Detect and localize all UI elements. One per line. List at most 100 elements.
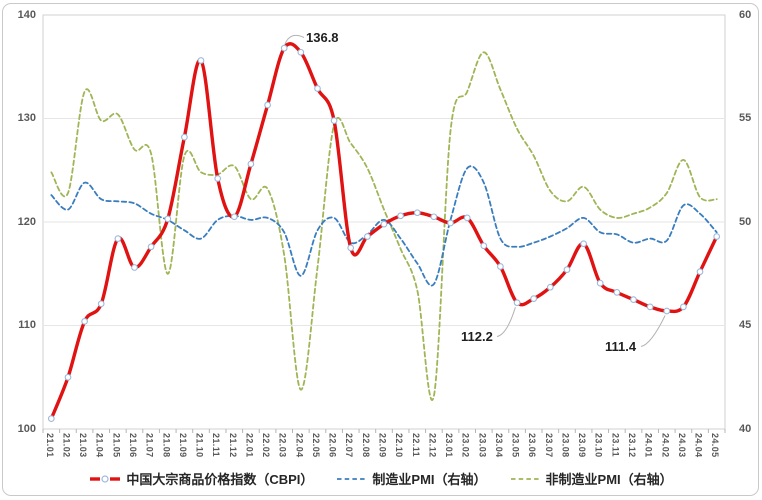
data-point-marker: [463, 214, 471, 222]
data-point-marker: [131, 264, 138, 271]
legend-label-mfg-pmi: 制造业PMI（右轴）: [372, 472, 487, 487]
data-point-marker: [47, 415, 55, 422]
x-axis-tick-label: 23.09: [577, 433, 588, 458]
x-axis-tick-label: 22.12: [427, 433, 438, 458]
x-axis-tick-label: 23.10: [593, 433, 604, 458]
data-point-marker: [430, 213, 438, 221]
data-point-marker: [347, 244, 355, 252]
x-axis-tick-label: 21.09: [177, 433, 188, 458]
data-point-marker: [447, 219, 454, 227]
x-axis-tick-label: 21.07: [144, 433, 155, 458]
data-point-marker: [64, 373, 72, 381]
x-axis-tick-label: 21.12: [227, 433, 238, 458]
x-axis-tick-label: 23.12: [627, 433, 637, 458]
x-axis-tick-label: 21.04: [94, 433, 105, 458]
x-axis-tick-label: 22.03: [277, 433, 288, 458]
data-point-marker: [480, 242, 488, 250]
annotation-leader: [284, 34, 305, 45]
data-point-marker: [713, 233, 721, 240]
data-point-marker: [81, 318, 88, 325]
x-axis-tick-label: 22.05: [310, 433, 321, 458]
data-point-marker: [380, 220, 388, 228]
x-axis-tick-label: 21.06: [127, 433, 138, 458]
x-axis-tick-label: 24.01: [643, 433, 654, 458]
data-point-marker: [147, 243, 155, 251]
legend-item-cbpi: 中国大宗商品价格指数（CBPI）: [89, 469, 313, 488]
x-axis-tick-label: 24.04: [693, 433, 704, 458]
y-axis-tick-label-right: 45: [739, 319, 752, 331]
data-point-marker: [164, 215, 172, 223]
data-point-marker: [646, 303, 654, 311]
x-axis-tick-label: 24.02: [660, 433, 671, 458]
data-point-marker: [280, 44, 288, 52]
data-point-marker: [546, 283, 554, 291]
data-point-marker: [513, 299, 521, 307]
data-point-marker: [264, 101, 271, 109]
data-point-marker: [630, 296, 637, 303]
data-point-marker: [413, 209, 421, 217]
y-axis-tick-label-right: 60: [739, 8, 752, 21]
data-point-marker: [181, 133, 188, 141]
y-axis-tick-label-left: 130: [17, 112, 36, 124]
annotation-cbpi-low-2305: 112.2: [461, 329, 493, 344]
data-point-marker: [613, 289, 621, 296]
data-point-marker: [397, 212, 404, 220]
data-point-marker: [364, 233, 371, 240]
x-axis-tick-label: 21.02: [61, 433, 72, 458]
x-axis-tick-label: 21.03: [78, 433, 89, 458]
x-axis-tick-label: 22.10: [394, 433, 405, 458]
x-axis-tick-label: 24.05: [710, 433, 721, 458]
x-axis-tick-label: 22.02: [261, 433, 272, 458]
x-axis-tick-label: 23.08: [560, 433, 571, 458]
series-line-2: [50, 51, 718, 401]
x-axis-tick-label: 23.07: [543, 433, 554, 458]
data-point-marker: [680, 303, 687, 311]
legend-label-nonmfg-pmi: 非制造业PMI（右轴）: [545, 472, 673, 487]
annotation-leader: [496, 307, 516, 337]
data-point-marker: [580, 240, 587, 248]
x-axis-tick-label: 21.01: [44, 433, 55, 458]
data-point-marker: [314, 85, 321, 92]
y-axis-tick-label-left: 110: [18, 319, 36, 331]
series-line-1: [50, 165, 718, 287]
data-point-marker: [696, 268, 704, 276]
x-axis-tick-label: 23.04: [493, 433, 504, 458]
x-axis-tick-label: 22.07: [344, 433, 355, 458]
x-axis-tick-label: 21.10: [194, 433, 205, 458]
chart-frame: [2, 3, 759, 496]
x-axis-tick-label: 22.08: [360, 433, 371, 458]
x-axis-tick-label: 23.01: [444, 433, 455, 458]
y-axis-tick-label-right: 40: [739, 422, 752, 435]
legend-item-nonmfg-pmi: 非制造业PMI（右轴）: [510, 469, 673, 488]
legend-item-mfg-pmi: 制造业PMI（右轴）: [337, 469, 487, 488]
data-point-marker: [663, 307, 671, 315]
data-point-marker: [297, 48, 305, 56]
annotation-leader: [640, 315, 666, 347]
x-axis-tick-label: 24.03: [676, 433, 687, 458]
annotation-cbpi-low-2402: 111.4: [605, 339, 637, 354]
data-point-marker: [230, 213, 238, 221]
data-point-marker: [214, 175, 222, 182]
data-point-marker: [497, 263, 504, 270]
y-axis-tick-label-right: 50: [739, 215, 752, 228]
x-axis-tick-label: 22.04: [294, 433, 305, 458]
y-axis-tick-label-left: 140: [17, 8, 36, 21]
mfg-pmi-legend-swatch: [337, 477, 368, 480]
data-point-marker: [97, 300, 105, 308]
series-line-0: [49, 42, 719, 421]
x-axis-tick-label: 23.11: [610, 433, 621, 458]
x-axis-tick-label: 21.05: [111, 433, 122, 458]
x-axis-tick-label: 22.09: [377, 433, 388, 458]
chart-legend: 中国大宗商品价格指数（CBPI） 制造业PMI（右轴） 非制造业PMI（右轴）: [0, 469, 762, 488]
x-axis-tick-label: 23.02: [460, 433, 471, 458]
legend-label-cbpi: 中国大宗商品价格指数（CBPI）: [126, 472, 314, 487]
x-axis-tick-label: 23.03: [477, 433, 488, 458]
data-point-marker: [596, 279, 604, 287]
x-axis-tick-label: 22.01: [244, 433, 255, 458]
data-point-marker: [530, 295, 538, 302]
x-axis-tick-label: 23.06: [527, 433, 538, 458]
data-point-marker: [197, 57, 205, 64]
x-axis-tick-label: 22.11: [410, 433, 421, 458]
nonmfg-pmi-legend-swatch: [510, 477, 541, 480]
